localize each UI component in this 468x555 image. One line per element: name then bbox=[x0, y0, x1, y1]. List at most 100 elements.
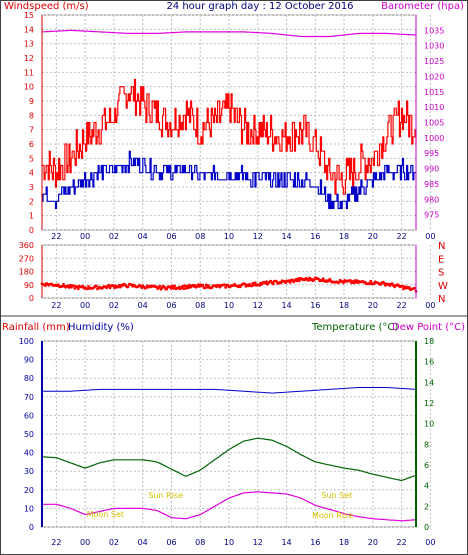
wind-direction-point bbox=[342, 281, 345, 285]
x-tick-label: 04 bbox=[138, 301, 148, 310]
y-tick-label: 0 bbox=[29, 294, 34, 303]
y-tick-label: 30 bbox=[24, 467, 34, 476]
x-tick-label: 00 bbox=[425, 538, 435, 547]
wind-direction-point bbox=[258, 284, 261, 287]
series-line-2-1 bbox=[41, 437, 417, 481]
wind-direction-point bbox=[76, 287, 80, 291]
wind-direction-point bbox=[279, 281, 283, 285]
wind-direction-point bbox=[44, 284, 47, 288]
x-tick-label: 10 bbox=[224, 301, 234, 310]
wind-direction-point bbox=[348, 279, 352, 282]
plot-backgrounds bbox=[41, 14, 417, 528]
x-tick-label: 02 bbox=[109, 538, 119, 547]
wind-direction-point bbox=[95, 284, 98, 288]
x-tick-label: 06 bbox=[166, 232, 176, 241]
wind-direction-point bbox=[87, 285, 90, 288]
x-tick-label: 10 bbox=[224, 538, 234, 547]
series-line-0-1 bbox=[42, 150, 416, 210]
wind-direction-point bbox=[72, 284, 76, 288]
y2-tick-label: 2 bbox=[424, 502, 429, 511]
y2-tick-label: 12 bbox=[424, 399, 434, 408]
wind-direction-point bbox=[271, 282, 275, 286]
y-tick-label: 90 bbox=[24, 281, 34, 290]
x-tick-label: 12 bbox=[253, 232, 263, 241]
y2-tick-label: 1015 bbox=[424, 88, 444, 97]
wind-direction-point bbox=[75, 285, 79, 289]
wind-direction-point bbox=[250, 284, 254, 288]
x-tick-label: 16 bbox=[310, 538, 320, 547]
x-tick-label: 06 bbox=[166, 301, 176, 310]
wind-direction-point bbox=[402, 287, 405, 291]
wind-direction-point bbox=[306, 279, 310, 282]
wind-direction-point bbox=[295, 279, 299, 283]
wind-direction-point bbox=[203, 286, 207, 290]
x-tick-label: 22 bbox=[397, 538, 407, 547]
x-tick-label: 14 bbox=[281, 301, 291, 310]
x-tick-label: 08 bbox=[195, 232, 205, 241]
wind-direction-point bbox=[204, 283, 208, 287]
y2-tick-label: 1020 bbox=[424, 72, 444, 81]
astro-annotation: Sun Set bbox=[321, 491, 352, 500]
y-tick-label: 40 bbox=[24, 449, 34, 458]
windspeed-title: Windspeed (m/s) bbox=[4, 1, 89, 12]
wind-direction-point bbox=[328, 277, 332, 281]
x-tick-label: 06 bbox=[166, 538, 176, 547]
y-tick-label: 80 bbox=[24, 374, 34, 383]
x-tick-label: 22 bbox=[397, 232, 407, 241]
y2-tick-label: 6 bbox=[424, 461, 429, 470]
y-tick-label: 90 bbox=[24, 356, 34, 365]
y-tick-label: 360 bbox=[19, 241, 34, 250]
x-tick-label: 18 bbox=[339, 301, 349, 310]
wind-direction-point bbox=[85, 287, 89, 291]
wind-direction-point bbox=[369, 279, 373, 283]
wind-direction-point bbox=[172, 286, 175, 290]
barometer-title: Barometer (hpa) bbox=[381, 1, 464, 12]
y2-tick-label: 4 bbox=[424, 482, 429, 491]
y-tick-label: 9 bbox=[29, 97, 34, 106]
y-tick-label: 4 bbox=[29, 169, 34, 178]
wind-direction-point bbox=[201, 283, 205, 287]
wind-direction-point bbox=[288, 281, 292, 284]
wind-direction-point bbox=[368, 282, 371, 286]
x-tick-label: 20 bbox=[368, 301, 378, 310]
x-tick-label: 18 bbox=[339, 232, 349, 241]
y2-tick-label: 980 bbox=[424, 195, 439, 204]
y-tick-label: 3 bbox=[29, 183, 34, 192]
wind-direction-point bbox=[352, 281, 356, 285]
wind-direction-point bbox=[296, 277, 300, 281]
y-tick-label: 20 bbox=[24, 486, 34, 495]
y-tick-label: 10 bbox=[24, 83, 34, 92]
y-tick-label: 60 bbox=[24, 411, 34, 420]
y-tick-label: 7 bbox=[29, 126, 34, 135]
y-tick-label: 0 bbox=[29, 226, 34, 235]
grid-lines bbox=[42, 14, 431, 528]
x-tick-label: 14 bbox=[281, 232, 291, 241]
wind-direction-point bbox=[126, 285, 130, 289]
wind-direction-point bbox=[223, 283, 226, 286]
x-tick-label: 22 bbox=[51, 232, 61, 241]
y-tick-label: 180 bbox=[19, 268, 34, 277]
y2-tick-label: 1025 bbox=[424, 57, 444, 66]
y-tick-label: 11 bbox=[24, 68, 34, 77]
graph-title: 24 hour graph day : 12 October 2016 bbox=[166, 1, 353, 12]
wind-direction-point bbox=[207, 284, 211, 287]
y-tick-label: 12 bbox=[24, 54, 34, 63]
x-tick-label: 20 bbox=[368, 232, 378, 241]
wind-direction-point bbox=[337, 281, 341, 284]
wind-direction-point bbox=[265, 280, 268, 283]
wind-direction-point bbox=[182, 287, 186, 290]
x-tick-label: 22 bbox=[397, 301, 407, 310]
wind-direction-point bbox=[183, 284, 187, 288]
series-line-0-2 bbox=[41, 29, 417, 38]
x-tick-label: 16 bbox=[310, 301, 320, 310]
y-tick-label: 2 bbox=[29, 197, 34, 206]
y2-tick-label: 975 bbox=[424, 211, 439, 220]
y2-tick-label: 16 bbox=[424, 358, 434, 367]
series-line-0-0 bbox=[42, 78, 417, 195]
x-tick-label: 12 bbox=[253, 301, 263, 310]
wind-direction-point bbox=[170, 284, 174, 288]
data-series bbox=[40, 29, 418, 522]
wind-direction-point bbox=[107, 283, 111, 287]
y-tick-label: 100 bbox=[19, 337, 34, 346]
